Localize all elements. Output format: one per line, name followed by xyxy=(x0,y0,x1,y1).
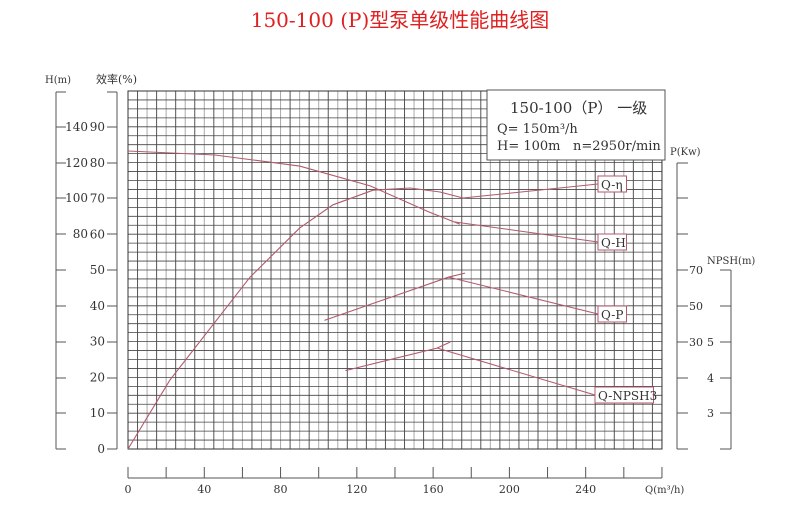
info-model: 150-100（P） 一级 xyxy=(510,99,647,117)
curve-q-h xyxy=(127,150,461,225)
x-tick-label: 80 xyxy=(274,483,288,496)
efficiency-tick-label: 50 xyxy=(90,263,105,277)
x-axis-label: Q(m³/h) xyxy=(645,485,684,496)
curve-label: Q-H xyxy=(601,236,626,250)
x-tick-label: 160 xyxy=(423,483,444,496)
curve-label-box xyxy=(597,233,627,251)
info-box: 150-100（P） 一级 Q= 150m³/h H= 100m n=2950r… xyxy=(486,89,666,161)
leader-line xyxy=(436,347,596,396)
efficiency-axis-label: 效率(%) xyxy=(96,72,137,86)
efficiency-tick-label: 60 xyxy=(90,227,105,241)
info-speed: n=2950r/min xyxy=(573,139,661,154)
power-tick-label: 50 xyxy=(689,300,703,313)
leader-line xyxy=(454,221,599,243)
x-tick-label: 40 xyxy=(197,483,211,496)
curve-label-box xyxy=(597,305,627,323)
efficiency-tick-label: 80 xyxy=(90,156,105,170)
plot-border xyxy=(127,90,663,450)
curve-label: Q-P xyxy=(601,308,623,322)
efficiency-tick-label: 30 xyxy=(90,335,105,349)
chart-title: 150-100 (P)型泵单级性能曲线图 xyxy=(251,8,550,32)
curve-labels: Q-η Q-H Q-P Q-NPSH3 xyxy=(594,175,657,404)
curve-q- xyxy=(127,187,464,450)
efficiency-tick-label: 20 xyxy=(90,370,105,384)
efficiency-tick-label: 40 xyxy=(90,299,105,313)
x-tick-label: 240 xyxy=(575,483,596,496)
curve-label: Q-NPSH3 xyxy=(598,389,657,403)
x-tick-label: 200 xyxy=(499,483,520,496)
curve-label-box xyxy=(594,386,654,404)
efficiency-tick-label: 70 xyxy=(90,192,105,206)
npsh-tick-label: 5 xyxy=(707,336,714,349)
head-tick-label: 80 xyxy=(73,227,88,241)
power-axis-label: P(Kw) xyxy=(670,147,701,158)
head-tick-label: 100 xyxy=(65,191,88,205)
head-tick-label: 140 xyxy=(65,120,88,134)
info-flow: Q= 150m³/h xyxy=(497,122,578,137)
leader-line xyxy=(462,183,599,199)
curves xyxy=(127,150,599,450)
curve-label-box xyxy=(597,175,627,193)
curve-q-npsh3 xyxy=(345,341,451,372)
x-tick-label: 120 xyxy=(346,483,367,496)
power-tick-label: 30 xyxy=(689,336,703,349)
info-head: H= 100m xyxy=(497,139,561,154)
efficiency-tick-label: 10 xyxy=(90,406,105,420)
npsh-tick-label: 3 xyxy=(707,407,714,420)
npsh-tick-label: 4 xyxy=(707,372,714,385)
x-tick-label: 0 xyxy=(125,483,132,496)
power-tick-label: 70 xyxy=(689,264,703,277)
head-axis-label: H(m) xyxy=(45,75,71,86)
head-tick-label: 120 xyxy=(65,156,88,170)
leader-line xyxy=(447,276,599,315)
npsh-axis-label: NPSH(m) xyxy=(707,256,755,267)
efficiency-tick-label: 0 xyxy=(97,442,105,456)
efficiency-tick-label: 90 xyxy=(90,120,105,134)
curve-label: Q-η xyxy=(601,178,623,192)
